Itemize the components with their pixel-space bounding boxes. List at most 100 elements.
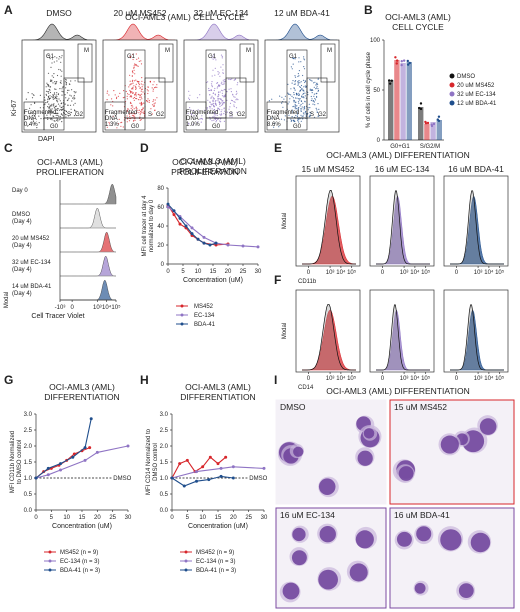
panel-a-event-dot bbox=[73, 98, 75, 100]
panel-a-histogram bbox=[267, 23, 337, 41]
panel-a-event-dot bbox=[64, 103, 66, 105]
panel-a-event-dot bbox=[55, 97, 57, 99]
panel-g-ylabel: to DMSO control bbox=[17, 440, 23, 484]
panel-a-event-dot bbox=[141, 93, 143, 95]
panel-d-legend-label: MS452 bbox=[194, 304, 214, 310]
panel-a-event-dot bbox=[53, 103, 55, 105]
panel-a-event-dot bbox=[135, 64, 137, 66]
panel-a-event-dot bbox=[135, 79, 137, 81]
panel-a-event-dot bbox=[317, 88, 319, 90]
panel-a-event-dot bbox=[316, 87, 318, 89]
panel-a-event-dot bbox=[303, 66, 305, 68]
panel-d-line-chart: 0 5 10 15 20 25 30 0 20 40 60 80 Concentration (uM) M… bbox=[142, 156, 262, 328]
panel-a-event-dot bbox=[209, 118, 211, 120]
panel-a-event-dot bbox=[309, 107, 311, 109]
panel-a-event-dot bbox=[58, 98, 60, 100]
panel-a-event-dot bbox=[59, 69, 62, 71]
panel-a-event-dot bbox=[52, 104, 55, 106]
panel-a-event-dot bbox=[192, 123, 194, 125]
panel-a-event-dot bbox=[58, 119, 60, 121]
panel-a-event-dot bbox=[135, 53, 137, 55]
panel-a-event-dot bbox=[293, 105, 295, 107]
panel-label-g: G bbox=[4, 373, 13, 387]
panel-a-event-dot bbox=[70, 95, 72, 97]
panel-c-x-tick-label: 10⁴ bbox=[102, 304, 112, 311]
panel-a-event-dot bbox=[212, 55, 214, 57]
panel-a-event-dot bbox=[130, 105, 132, 107]
panel-a-event-dot bbox=[51, 79, 53, 81]
panel-a-event-dot bbox=[60, 109, 63, 111]
panel-a-event-dot bbox=[228, 108, 230, 110]
panel-d-x-tick-label: 5 bbox=[181, 269, 185, 275]
panel-a-event-dot bbox=[54, 81, 56, 83]
panel-a-event-dot bbox=[45, 86, 47, 88]
panel-a-event-dot bbox=[73, 96, 75, 98]
panel-b-replicate-dot bbox=[388, 79, 391, 82]
panel-a-event-dot bbox=[65, 116, 67, 118]
panel-a-event-dot bbox=[220, 111, 222, 113]
panel-d-legend-label: EC-134 bbox=[194, 313, 215, 319]
panel-a-event-dot bbox=[214, 87, 216, 90]
panel-a-event-dot bbox=[304, 107, 306, 109]
panel-i-cell-nucleus bbox=[416, 526, 432, 542]
panel-a-event-dot bbox=[293, 94, 295, 96]
panel-a-event-dot bbox=[147, 90, 149, 92]
panel-a-gate-s-label: S bbox=[67, 112, 71, 118]
panel-a-event-dot bbox=[219, 105, 221, 107]
panel-a-event-dot bbox=[215, 103, 217, 105]
panel-g-series-point bbox=[83, 458, 87, 462]
panel-a-event-dot bbox=[59, 100, 61, 102]
panel-g-xlabel: Concentration (uM) bbox=[52, 523, 112, 530]
panel-a-event-dot bbox=[66, 92, 68, 94]
panel-a-event-dot bbox=[217, 73, 219, 75]
panel-h-x-tick-label: 20 bbox=[230, 515, 237, 521]
panel-a-event-dot bbox=[317, 83, 319, 85]
panel-a-event-dot bbox=[215, 114, 217, 116]
panel-a-event-dot bbox=[212, 92, 215, 94]
panel-a-event-dot bbox=[134, 63, 136, 65]
panel-g-x-tick-label: 25 bbox=[109, 515, 116, 521]
panel-e-condition-label: 15 uM MS452 bbox=[302, 164, 355, 174]
panel-b-replicate-dot bbox=[437, 119, 441, 123]
panel-a-event-dot bbox=[233, 104, 235, 106]
panel-a-event-dot bbox=[220, 66, 222, 68]
panel-i-cell-nucleus bbox=[363, 428, 375, 439]
panel-b-bar bbox=[436, 120, 442, 140]
panel-a-gate-m bbox=[320, 43, 336, 83]
panel-a-event-dot bbox=[221, 57, 223, 59]
panel-a-event-dot bbox=[51, 62, 53, 64]
panel-a-event-dot bbox=[300, 61, 302, 63]
panel-a-event-dot bbox=[212, 100, 214, 102]
panel-a-event-dot bbox=[220, 54, 223, 56]
panel-label-a: A bbox=[4, 3, 13, 17]
panel-a-gate-g0-label: G0 bbox=[50, 124, 59, 130]
panel-a-event-dot bbox=[60, 80, 62, 82]
panel-a-event-dot bbox=[141, 88, 143, 90]
panel-a-event-dot bbox=[278, 126, 280, 128]
panel-g-series-point bbox=[59, 462, 63, 466]
panel-a-event-dot bbox=[29, 107, 31, 109]
panel-a-event-dot bbox=[301, 87, 303, 90]
panel-a-fragmented-label: DNA bbox=[105, 116, 118, 122]
panel-ef-dmso-histogram bbox=[302, 190, 356, 265]
panel-a-event-dot bbox=[152, 88, 154, 90]
panel-a-event-dot bbox=[53, 61, 55, 63]
panel-a-event-dot bbox=[211, 120, 213, 122]
panel-d-series-point bbox=[202, 235, 206, 239]
panel-a-event-dot bbox=[220, 82, 222, 84]
panel-a-event-dot bbox=[131, 109, 133, 111]
panel-a-event-dot bbox=[64, 109, 66, 112]
panel-a-event-dot bbox=[55, 114, 57, 116]
panel-a-event-dot bbox=[221, 55, 223, 58]
panel-i-cell-nucleus bbox=[440, 529, 462, 551]
panel-a-fragmented-label: DNA bbox=[24, 116, 37, 122]
panel-a-event-dot bbox=[302, 115, 304, 117]
panel-a-event-dot bbox=[284, 95, 286, 97]
panel-a-gate-g0-label: G0 bbox=[131, 124, 140, 130]
panel-b-bar bbox=[418, 107, 424, 140]
panel-a-event-dot bbox=[47, 96, 50, 98]
panel-a-event-dot bbox=[294, 76, 297, 78]
panel-a-event-dot bbox=[304, 80, 307, 82]
panel-b-bar bbox=[430, 122, 436, 140]
